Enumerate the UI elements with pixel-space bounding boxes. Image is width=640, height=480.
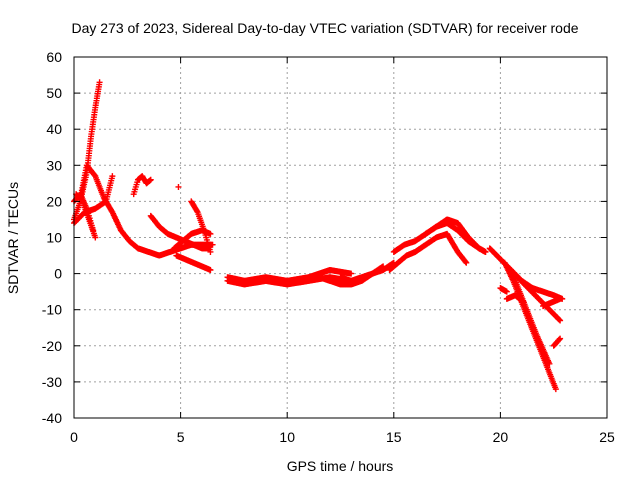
data-point xyxy=(557,335,564,342)
series-arc-x xyxy=(540,295,564,310)
tick-layer: 0 5 10 15 20 25 -40 -30 -20 -10 0 10 20 30 40 50 60 xyxy=(42,49,615,445)
series-arc-l xyxy=(224,266,355,284)
x-tick-label: 10 xyxy=(279,429,295,445)
data-point xyxy=(556,336,563,343)
y-tick-label: 40 xyxy=(46,121,62,137)
series-arc-r xyxy=(422,220,489,255)
series-arc-h xyxy=(173,252,214,273)
x-tick-label: 25 xyxy=(599,429,615,445)
y-tick-label: -10 xyxy=(42,302,62,318)
data-point xyxy=(92,234,99,241)
y-tick-label: 50 xyxy=(46,85,62,101)
data-point xyxy=(147,176,154,183)
data-point xyxy=(482,248,489,255)
data-point xyxy=(463,259,470,266)
data-point xyxy=(175,183,182,190)
series-arc-y xyxy=(550,335,564,349)
series-arc-u xyxy=(508,266,553,367)
y-tick-label: -40 xyxy=(42,410,62,426)
series-arc-k xyxy=(175,183,182,190)
y-tick-label: -20 xyxy=(42,338,62,354)
data-point xyxy=(109,173,116,180)
data-point xyxy=(520,299,527,306)
data-point xyxy=(348,270,355,277)
points-layer xyxy=(71,79,566,393)
series-arc-a xyxy=(71,79,103,223)
data-point xyxy=(207,266,214,273)
data-point xyxy=(193,208,200,215)
data-point xyxy=(503,288,510,295)
chart-title: Day 273 of 2023, Sidereal Day-to-day VTE… xyxy=(71,20,578,36)
x-tick-label: 15 xyxy=(386,429,402,445)
y-tick-label: 0 xyxy=(54,266,62,282)
series-arc-q xyxy=(386,230,470,273)
data-point xyxy=(552,386,559,393)
data-point xyxy=(462,258,469,265)
x-tick-label: 20 xyxy=(493,429,509,445)
y-tick-label: 30 xyxy=(46,157,62,173)
series-arc-w xyxy=(503,292,527,306)
series-arc-g xyxy=(147,212,212,252)
series-arc-e xyxy=(73,191,99,241)
data-point xyxy=(557,295,564,302)
x-axis-label: GPS time / hours xyxy=(287,458,394,474)
data-point xyxy=(546,360,553,367)
x-tick-label: 0 xyxy=(70,429,78,445)
y-tick-label: 10 xyxy=(46,230,62,246)
series-arc-z xyxy=(497,285,510,295)
series-arc-j xyxy=(171,227,214,252)
data-point xyxy=(207,230,214,237)
series-arc-o xyxy=(337,259,397,284)
y-tick-label: 20 xyxy=(46,193,62,209)
series-arc-f xyxy=(130,173,154,198)
data-point xyxy=(207,248,214,255)
y-axis-label: SDTVAR / TECUs xyxy=(5,182,21,294)
data-point xyxy=(557,317,564,324)
data-point xyxy=(556,316,563,323)
x-tick-label: 5 xyxy=(177,429,185,445)
y-tick-label: 60 xyxy=(46,49,62,65)
grid-layer xyxy=(74,57,607,418)
y-tick-label: -30 xyxy=(42,374,62,390)
data-point xyxy=(96,79,103,86)
